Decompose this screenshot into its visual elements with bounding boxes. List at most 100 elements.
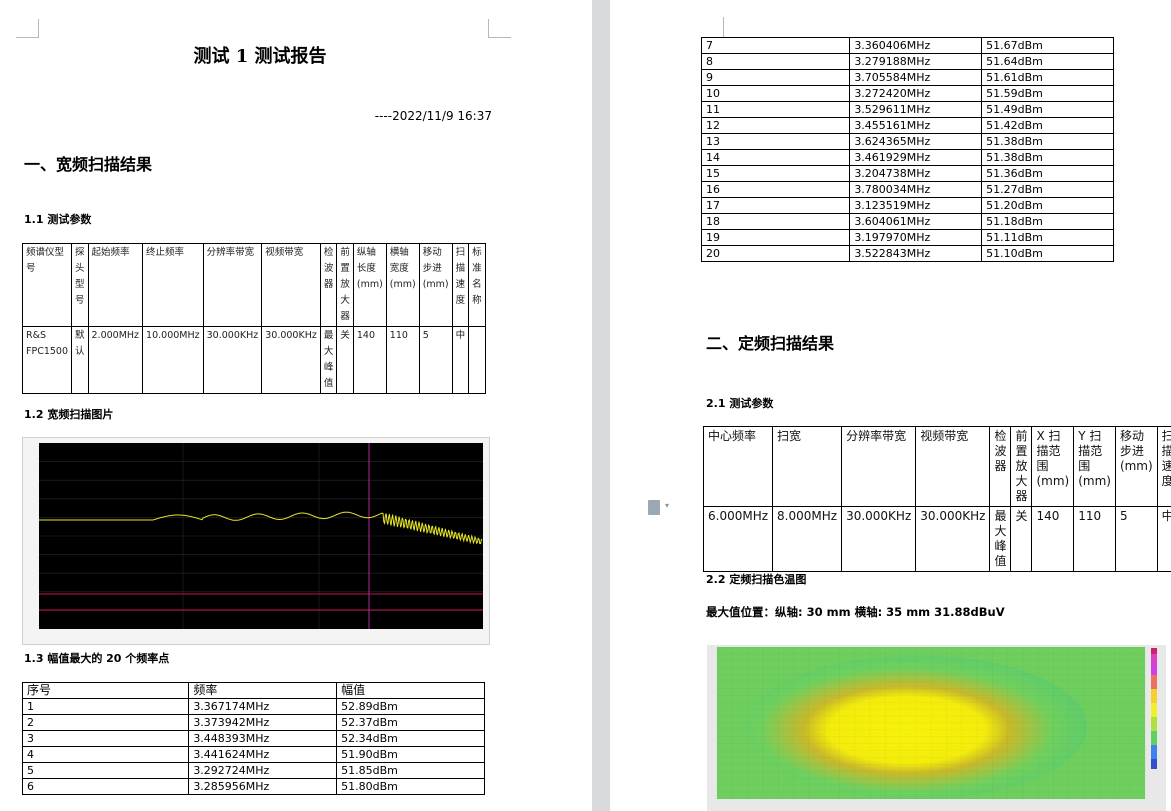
table-cell: 3.624365MHz bbox=[849, 133, 983, 150]
table-cell: 51.18dBm bbox=[981, 213, 1114, 230]
fixed-header-cell: 分辨率带宽 bbox=[841, 426, 917, 507]
params-value-cell: 2.000MHz bbox=[87, 326, 144, 394]
fixed-value-cell: 140 bbox=[1031, 506, 1075, 572]
subheading-2-1: 2.1 测试参数 bbox=[706, 397, 774, 410]
params-value-cell: 140 bbox=[352, 326, 387, 394]
params-value-cell: R&S FPC1500 bbox=[22, 326, 72, 394]
params-value-cell bbox=[468, 326, 486, 394]
fixed-value-cell: 30.000KHz bbox=[915, 506, 991, 572]
fixed-value-cell: 最大峰值 bbox=[989, 506, 1012, 572]
params-value-cell: 5 bbox=[418, 326, 453, 394]
table-cell: 19 bbox=[700, 229, 851, 246]
table-cell: 51.64dBm bbox=[981, 53, 1114, 70]
chevron-down-icon[interactable]: ▾ bbox=[665, 501, 670, 510]
column-header: 序号 bbox=[21, 682, 190, 699]
params-value-cell: 30.000KHz bbox=[202, 326, 263, 394]
table-row: 14 3.461929MHz 51.38dBm bbox=[700, 149, 1114, 166]
table-cell: 51.90dBm bbox=[336, 746, 485, 763]
params-header-cell: 分辨率带宽 bbox=[202, 243, 263, 327]
table-row: 13 3.624365MHz 51.38dBm bbox=[700, 133, 1114, 150]
fixed-header-cell: 扫描速度 bbox=[1156, 426, 1171, 507]
params-header-cell: 探头型号 bbox=[71, 243, 89, 327]
params-header-cell: 终止频率 bbox=[142, 243, 204, 327]
params-header-cell: 横轴宽度(mm) bbox=[385, 243, 420, 327]
table-cell: 51.11dBm bbox=[981, 229, 1114, 246]
table-cell: 12 bbox=[700, 117, 851, 134]
table-cell: 7 bbox=[700, 37, 851, 54]
table-cell: 52.89dBm bbox=[336, 698, 485, 715]
paste-options-icon[interactable] bbox=[648, 500, 660, 515]
fixed-header-row: 中心频率 扫宽 分辨率带宽 视频带宽 检波器 前置放大器 X 扫描范围(mm) Y 扫描范围(… bbox=[702, 426, 1171, 507]
params-header-cell: 纵轴长度(mm) bbox=[352, 243, 387, 327]
top-frequencies-table-part2: 7 3.360406MHz 51.67dBm 8 3.279188MHz 51.64dBm… bbox=[700, 37, 1114, 262]
table-cell: 51.10dBm bbox=[981, 245, 1114, 262]
table-cell: 18 bbox=[700, 213, 851, 230]
fixed-header-cell: Y 扫描范围(mm) bbox=[1073, 426, 1116, 507]
params-header-cell: 前置放大器 bbox=[336, 243, 354, 327]
column-header: 频率 bbox=[188, 682, 338, 699]
max-value-position: 最大值位置：纵轴: 30 mm 横轴: 35 mm 31.88dBuV bbox=[706, 605, 1005, 619]
subheading-1-3: 1.3 幅值最大的 20 个频率点 bbox=[24, 652, 170, 665]
params-value-cell: 中 bbox=[451, 326, 470, 394]
table-cell: 3.279188MHz bbox=[849, 53, 983, 70]
params-value-cell: 最大峰值 bbox=[319, 326, 338, 394]
table-cell: 3.780034MHz bbox=[849, 181, 983, 198]
table-cell: 51.38dBm bbox=[981, 149, 1114, 166]
table-cell: 52.37dBm bbox=[336, 714, 485, 731]
params-value-row: R&S FPC1500 默认 2.000MHz 10.000MHz 30.000KHz 3… bbox=[22, 326, 486, 394]
table-cell: 3.292724MHz bbox=[188, 762, 338, 779]
fixed-params-table: 中心频率 扫宽 分辨率带宽 视频带宽 检波器 前置放大器 X 扫描范围(mm) Y 扫描范围(… bbox=[702, 426, 1171, 572]
table-cell: 3.123519MHz bbox=[849, 197, 983, 214]
report-dateline: ----2022/11/9 16:37 bbox=[374, 109, 492, 123]
heatmap-image bbox=[707, 645, 1166, 811]
fixed-header-cell: 检波器 bbox=[989, 426, 1012, 507]
table-cell: 3.360406MHz bbox=[849, 37, 983, 54]
fixed-header-cell: X 扫描范围(mm) bbox=[1031, 426, 1075, 507]
subheading-1-1: 1.1 测试参数 bbox=[24, 213, 92, 226]
table-row: 2 3.373942MHz 52.37dBm bbox=[21, 714, 485, 731]
subheading-1-2: 1.2 宽频扫描图片 bbox=[24, 408, 114, 421]
table-cell: 3.522843MHz bbox=[849, 245, 983, 262]
fixed-value-cell: 5 bbox=[1114, 506, 1158, 572]
table-row: 20 3.522843MHz 51.10dBm bbox=[700, 245, 1114, 262]
table-row: 1 3.367174MHz 52.89dBm bbox=[21, 698, 485, 715]
params-header-cell: 起始频率 bbox=[87, 243, 144, 327]
params-value-cell: 默认 bbox=[71, 326, 89, 394]
table-cell: 16 bbox=[700, 181, 851, 198]
table-cell: 4 bbox=[21, 746, 190, 763]
heatmap-svg bbox=[716, 646, 1157, 800]
table-cell: 51.85dBm bbox=[336, 762, 485, 779]
params-header-cell: 视频带宽 bbox=[261, 243, 321, 327]
fixed-header-cell: 前置放大器 bbox=[1010, 426, 1033, 507]
table-cell: 51.38dBm bbox=[981, 133, 1114, 150]
table-cell: 3.373942MHz bbox=[188, 714, 338, 731]
params-value-cell: 关 bbox=[336, 326, 354, 394]
wideband-params-table: 频谱仪型号 探头型号 起始频率 终止频率 分辨率带宽 视频带宽 检波器 前置放大器 纵轴长度(m… bbox=[22, 243, 486, 394]
table-row: 7 3.360406MHz 51.67dBm bbox=[700, 37, 1114, 54]
table-cell: 3.529611MHz bbox=[849, 101, 983, 118]
table-row: 8 3.279188MHz 51.64dBm bbox=[700, 53, 1114, 70]
table-cell: 6 bbox=[21, 778, 190, 795]
column-header: 幅值 bbox=[336, 682, 485, 699]
table-row: 6 3.285956MHz 51.80dBm bbox=[21, 778, 485, 795]
table-cell: 3.455161MHz bbox=[849, 117, 983, 134]
params-header-cell: 频谱仪型号 bbox=[22, 243, 72, 327]
table-row: 4 3.441624MHz 51.90dBm bbox=[21, 746, 485, 763]
fixed-header-cell: 中心频率 bbox=[702, 426, 774, 507]
table-cell: 3 bbox=[21, 730, 190, 747]
params-header-cell: 扫描速度 bbox=[451, 243, 470, 327]
top-frequencies-table-part1: 序号 频率 幅值 1 3.367174MHz 52.89dBm 2 3.373942MHz 52… bbox=[21, 682, 485, 795]
table-cell: 3.705584MHz bbox=[849, 69, 983, 86]
section-heading-wideband: 一、宽频扫描结果 bbox=[24, 155, 153, 174]
fixed-value-cell: 8.000MHz bbox=[772, 506, 843, 572]
table-cell: 51.80dBm bbox=[336, 778, 485, 795]
table-cell: 51.20dBm bbox=[981, 197, 1114, 214]
table-cell: 51.36dBm bbox=[981, 165, 1114, 182]
table-cell: 51.42dBm bbox=[981, 117, 1114, 134]
table-row: 18 3.604061MHz 51.18dBm bbox=[700, 213, 1114, 230]
table-cell: 3.197970MHz bbox=[849, 229, 983, 246]
table-cell: 3.441624MHz bbox=[188, 746, 338, 763]
table-row: 10 3.272420MHz 51.59dBm bbox=[700, 85, 1114, 102]
section-heading-fixed: 二、定频扫描结果 bbox=[706, 334, 835, 353]
table-cell: 14 bbox=[700, 149, 851, 166]
